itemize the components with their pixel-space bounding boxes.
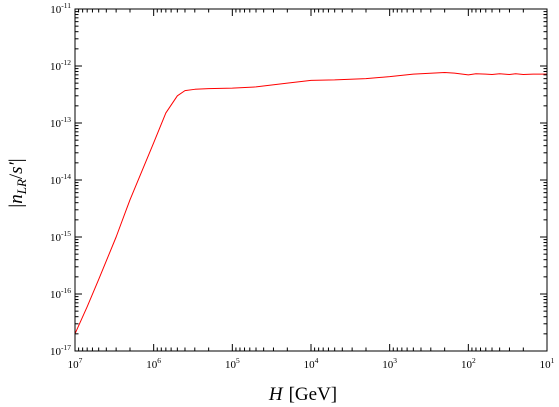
x-tick-label: 107 (68, 356, 83, 371)
x-tick-label: 103 (382, 356, 397, 371)
x-tick-label: 102 (461, 356, 476, 371)
plot-layer (74, 71, 547, 335)
y-tick-label: 10-17 (50, 343, 71, 358)
y-axis-title: |nLR/s′| (6, 158, 29, 207)
x-tick-label: 101 (540, 356, 555, 371)
x-axis-title: H [GeV] (268, 384, 337, 405)
y-tick-label: 10-12 (50, 58, 71, 73)
y-tick-label: 10-11 (50, 1, 71, 16)
x-tick-label: 104 (304, 356, 319, 371)
ticks-layer (74, 8, 548, 352)
y-tick-label: 10-14 (50, 172, 71, 187)
tick-labels: 107 106 105 104 103 102 101 10-11 10-12 10-13 10-1… (50, 1, 555, 371)
x-tick-label: 105 (225, 356, 240, 371)
y-tick-label: 10-13 (50, 115, 71, 130)
series-line-0 (74, 71, 547, 335)
y-tick-label: 10-15 (50, 229, 71, 244)
plot-frame (74, 8, 548, 352)
y-tick-label: 10-16 (50, 286, 71, 301)
x-tick-label: 106 (146, 356, 161, 371)
